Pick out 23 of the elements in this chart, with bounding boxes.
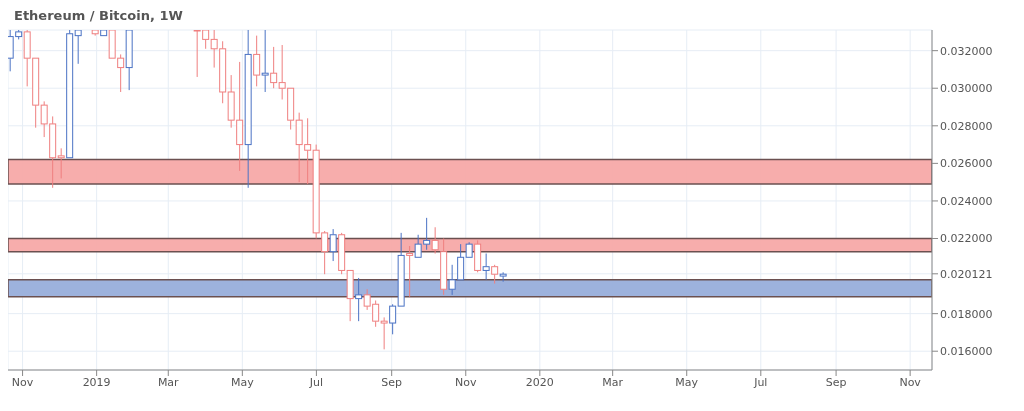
y-tick-label: 0.030000 xyxy=(940,82,993,96)
x-tick-label: Sep xyxy=(825,375,847,389)
y-tick-label: 0.026000 xyxy=(940,157,993,171)
y-tick-label: 0.032000 xyxy=(940,44,993,58)
y-tick-label: 0.018000 xyxy=(940,307,993,321)
y-tick-label: 0.022000 xyxy=(940,232,993,246)
x-tick-label: Mar xyxy=(157,375,180,389)
x-tick-label: 2019 xyxy=(82,375,111,389)
x-tick-label: Jul xyxy=(308,375,324,389)
x-tick-label: Nov xyxy=(11,375,34,389)
x-tick-label: 2020 xyxy=(525,375,554,389)
x-tick-label: Sep xyxy=(381,375,403,389)
y-tick-label: 0.016000 xyxy=(940,345,993,359)
x-tick-label: May xyxy=(230,375,255,389)
x-tick-label: Jul xyxy=(753,375,768,389)
chart-title: Ethereum / Bitcoin, 1W xyxy=(13,8,184,25)
x-tick-label: May xyxy=(675,375,699,389)
y-tick-label: 0.020121 xyxy=(940,267,993,281)
y-tick-label: 0.028000 xyxy=(940,119,993,133)
y-tick-label: 0.024000 xyxy=(940,194,993,208)
x-tick-label: Nov xyxy=(455,375,477,389)
x-tick-label: Mar xyxy=(602,375,624,389)
x-tick-label: Nov xyxy=(899,375,922,389)
